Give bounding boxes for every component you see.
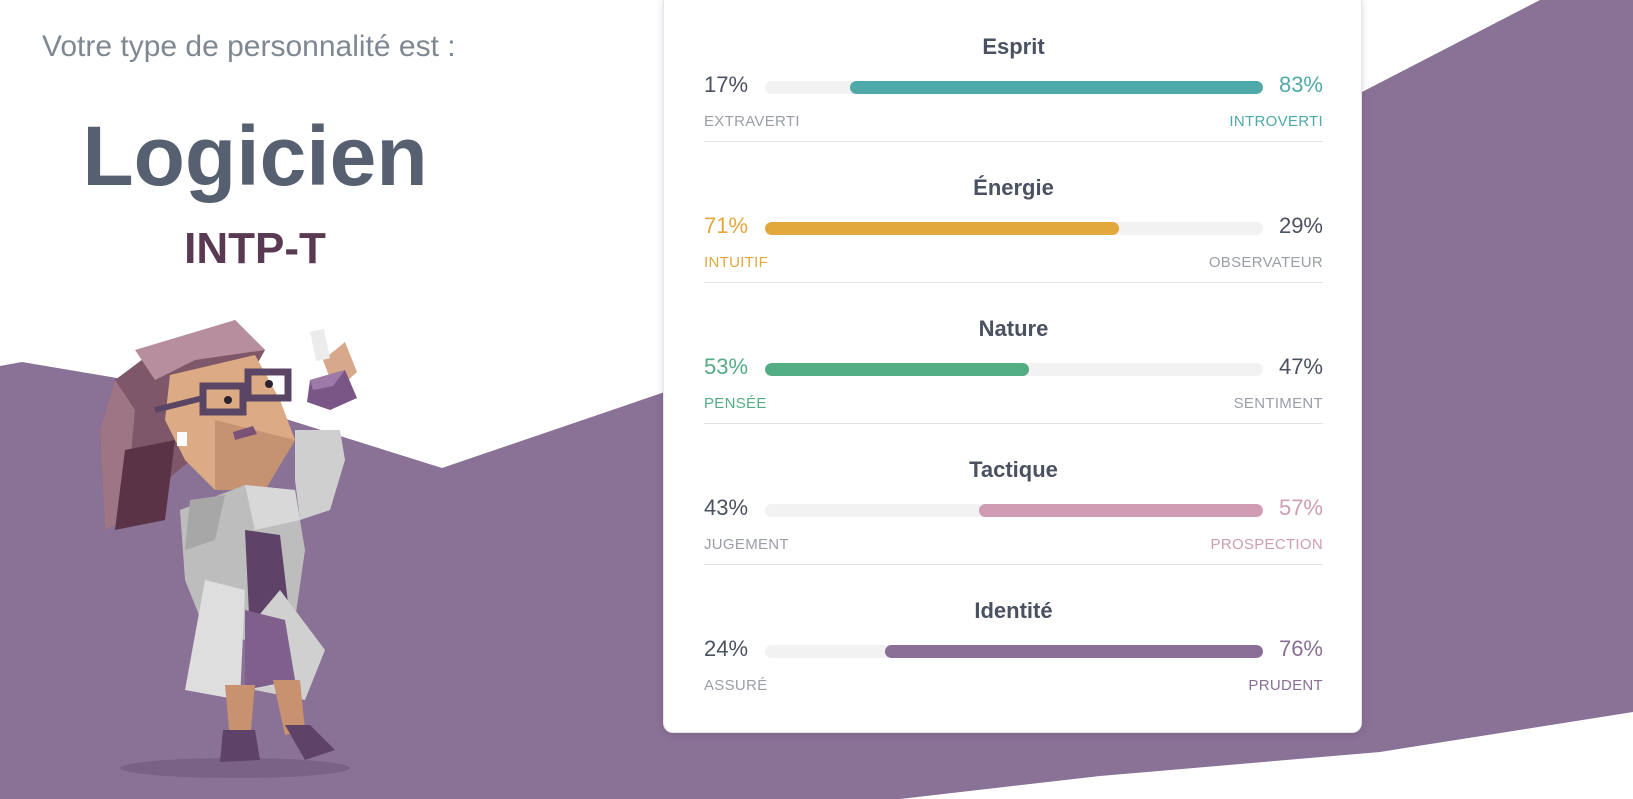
trait-left-percent: 17% xyxy=(704,72,749,97)
trait-left-percent: 24% xyxy=(704,636,749,661)
trait-right-percent: 83% xyxy=(1278,72,1323,97)
trait-right-percent: 57% xyxy=(1278,495,1323,520)
trait-left-label: INTUITIF xyxy=(704,254,769,271)
trait-right-label: PRUDENT xyxy=(1248,677,1323,694)
trait-title: Nature xyxy=(978,316,1049,341)
trait-progress-fill xyxy=(979,504,1263,517)
trait-title: Esprit xyxy=(982,34,1045,59)
trait-right-label: PROSPECTION xyxy=(1210,536,1323,553)
personality-summary: Votre type de personnalité est : Logicie… xyxy=(0,0,510,799)
trait-nature: Nature 53% 47% PENSÉE SENTIMENT xyxy=(704,282,1323,423)
trait-progress-track xyxy=(765,81,1263,94)
trait-left-label: PENSÉE xyxy=(704,395,767,412)
intro-text: Votre type de personnalité est : xyxy=(42,30,456,63)
trait-progress-fill xyxy=(765,222,1119,235)
trait-left-percent: 43% xyxy=(704,495,749,520)
trait-right-label: OBSERVATEUR xyxy=(1208,254,1323,271)
trait-energie: Énergie 71% 29% INTUITIF OBSERVATEUR xyxy=(704,141,1323,282)
trait-right-label: SENTIMENT xyxy=(1233,395,1323,412)
trait-progress-track xyxy=(765,222,1263,235)
trait-tactique: Tactique 43% 57% JUGEMENT PROSPECTION xyxy=(704,423,1323,564)
trait-title: Identité xyxy=(974,598,1053,623)
trait-progress-fill xyxy=(884,645,1263,658)
personality-type-name: Logicien xyxy=(82,109,428,203)
trait-progress-track xyxy=(765,363,1263,376)
trait-progress-fill xyxy=(765,363,1029,376)
trait-right-percent: 76% xyxy=(1278,636,1323,661)
trait-progress-track xyxy=(765,645,1263,658)
personality-type-code: INTP-T xyxy=(184,224,326,273)
trait-left-label: EXTRAVERTI xyxy=(704,113,800,130)
trait-title: Tactique xyxy=(969,457,1058,482)
trait-results-card: Esprit 17% 83% EXTRAVERTI INTROVERTI Éne… xyxy=(663,0,1362,733)
trait-progress-fill xyxy=(849,81,1263,94)
trait-right-percent: 29% xyxy=(1278,213,1323,238)
scientist-character-icon xyxy=(100,320,357,778)
trait-title: Énergie xyxy=(973,175,1054,200)
trait-left-percent: 53% xyxy=(704,354,749,379)
trait-right-label: INTROVERTI xyxy=(1229,113,1323,130)
trait-left-percent: 71% xyxy=(704,213,749,238)
trait-left-label: JUGEMENT xyxy=(704,536,789,553)
trait-identite: Identité 24% 76% ASSURÉ PRUDENT xyxy=(704,564,1323,705)
trait-left-label: ASSURÉ xyxy=(704,677,768,694)
trait-right-percent: 47% xyxy=(1278,354,1323,379)
trait-esprit: Esprit 17% 83% EXTRAVERTI INTROVERTI xyxy=(704,0,1323,141)
trait-progress-track xyxy=(765,504,1263,517)
